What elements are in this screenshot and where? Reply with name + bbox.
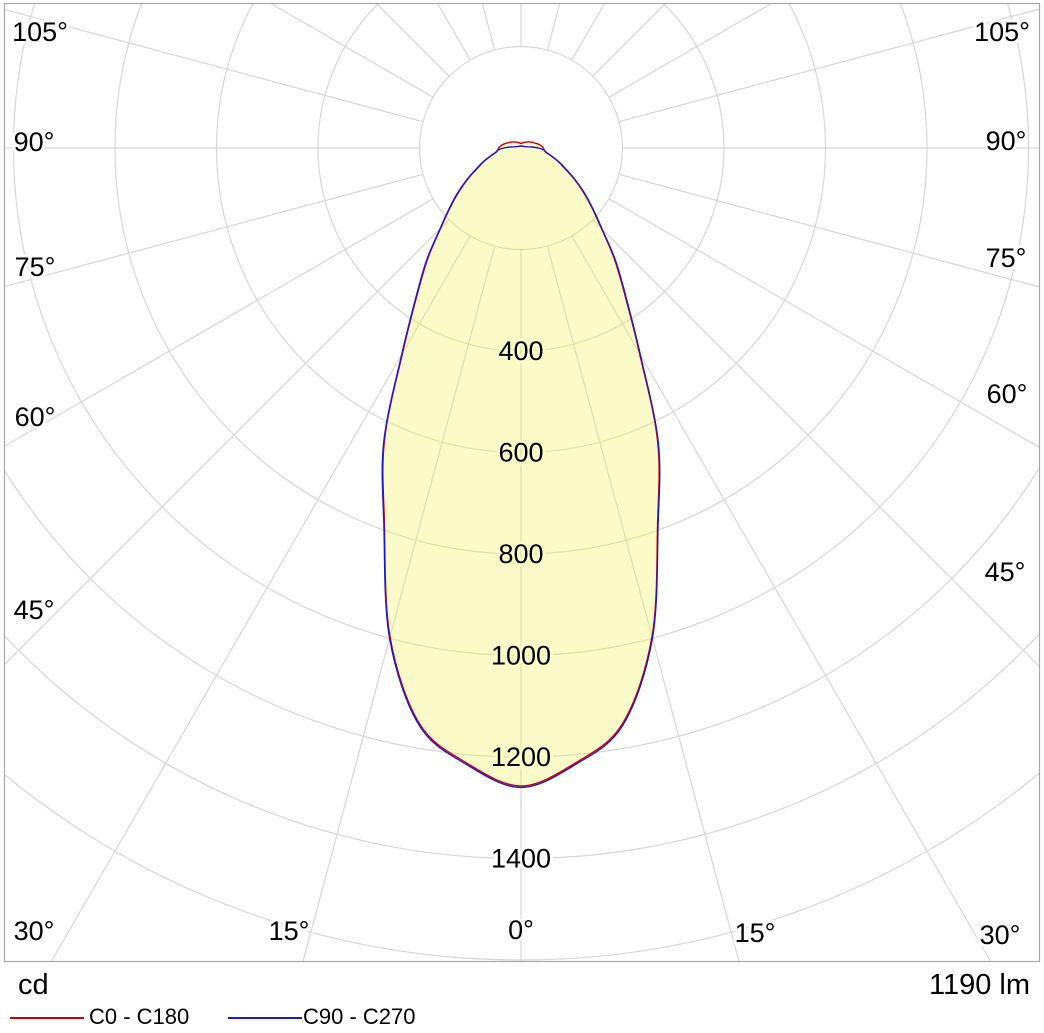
radial-tick-label-1000: 1000 [491,641,551,671]
grid-spoke-75 [618,173,1040,288]
angle-label-right-30°: 30° [980,920,1021,950]
unit-label: cd [18,969,49,1001]
grid-spoke-45 [592,219,1040,668]
grid-spoke-255 [4,8,424,123]
grid-spoke-30 [571,235,992,962]
radial-tick-label-1400: 1400 [491,844,551,874]
angle-label-left-105°: 105° [12,17,68,47]
radial-tick-label-1200: 1200 [491,742,551,772]
grid-spoke-60 [608,198,1040,449]
angle-label-right-60°: 60° [987,379,1028,409]
angle-label-bottom-15°: 15° [269,916,310,946]
grid-spoke-195 [481,3,496,51]
radial-tick-label-800: 800 [498,539,543,569]
legend-line-c90-c270 [228,1017,302,1019]
legend-label-c0-c180: C0 - C180 [89,1004,190,1029]
grid-spoke-105 [618,8,1040,123]
radial-tick-label-400: 400 [498,336,543,366]
angle-label-right-105°: 105° [974,17,1030,47]
angle-label-left-75°: 75° [15,252,56,282]
luminous-flux-label: 1190 lm [928,969,1030,1001]
angle-label-left-90°: 90° [14,127,55,157]
grid-spoke-285 [382,173,424,486]
angle-label-left-45°: 45° [14,595,55,625]
angle-label-left-60°: 60° [15,402,56,432]
angle-label-right-90°: 90° [986,126,1027,156]
grid-spoke-315 [4,219,450,666]
grid-spoke-60 [608,198,660,788]
angle-label-left-30°: 30° [14,916,55,946]
grid-spoke-300 [4,198,434,447]
angle-label-right-75°: 75° [986,243,1027,273]
grid-spoke-285 [4,173,424,288]
grid-spoke-330 [50,235,471,962]
plot-frame [3,2,1041,963]
legend-label-c90-c270: C90 - C270 [303,1004,416,1029]
curve-c0-c180 [382,141,660,787]
angle-label-bottom-0°: 0° [508,915,534,945]
angle-label-right-45°: 45° [985,557,1026,587]
grid-spoke-210 [436,3,471,61]
grid-spoke-210 [0,0,470,60]
curve-c90-c270 [381,145,661,789]
angle-label-bottom-15°: 15° [735,918,776,948]
radial-tick-label-600: 600 [498,438,543,468]
grid-spoke-75 [618,173,660,486]
grid-spoke-15 [546,245,660,788]
grid-spoke-300 [382,198,434,788]
legend-line-c0-c180 [10,1017,84,1019]
grid-spoke-315 [382,219,450,788]
grid-spoke-165 [547,0,857,50]
grid-spoke-195 [185,0,495,50]
grid-spoke-45 [592,219,660,788]
grid-spoke-345 [382,245,496,788]
grid-spoke-165 [546,3,561,51]
